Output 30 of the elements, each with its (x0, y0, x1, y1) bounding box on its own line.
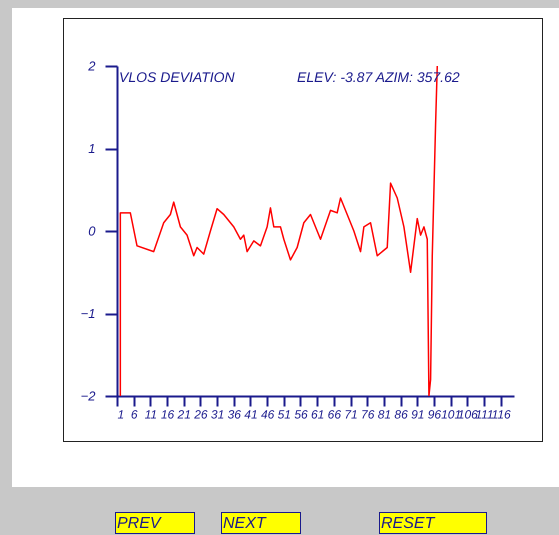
y-tick-label: −2 (80, 388, 96, 404)
y-tick-label: −1 (80, 306, 96, 321)
x-tick-label: 91 (411, 408, 424, 422)
x-tick-label: 71 (344, 408, 358, 422)
annotation: VLOS DEVIATION (119, 69, 236, 85)
x-tick-label: 86 (394, 408, 408, 422)
y-tick-label: 1 (88, 141, 96, 156)
y-tick-label: 0 (88, 224, 96, 238)
text: NEXT (221, 512, 301, 534)
x-tick-label: 6 (130, 408, 138, 422)
text: RESET (379, 512, 487, 534)
x-tick-label: 51 (278, 408, 291, 422)
x-tick-label: 116 (492, 408, 512, 422)
text: PREV (115, 512, 195, 534)
x-tick-label: 21 (176, 408, 191, 422)
x-tick-label: 61 (310, 408, 324, 422)
x-tick-label: 41 (244, 408, 258, 422)
x-tick-label: 16 (160, 408, 175, 422)
x-tick-label: 96 (428, 408, 442, 422)
x-tick-label: 66 (328, 408, 342, 422)
x-tick-label: 1 (118, 408, 124, 422)
x-tick-label: 81 (378, 408, 392, 422)
x-tick-label: 76 (361, 408, 375, 422)
x-tick-label: 46 (260, 408, 275, 422)
x-tick-label: 56 (294, 408, 308, 422)
y-tick-label: 2 (87, 58, 96, 74)
x-tick-label: 26 (193, 408, 208, 422)
x-tick-label: 11 (144, 408, 158, 422)
x-tick-label: 36 (228, 408, 242, 422)
x-tick-label: 31 (210, 408, 224, 422)
